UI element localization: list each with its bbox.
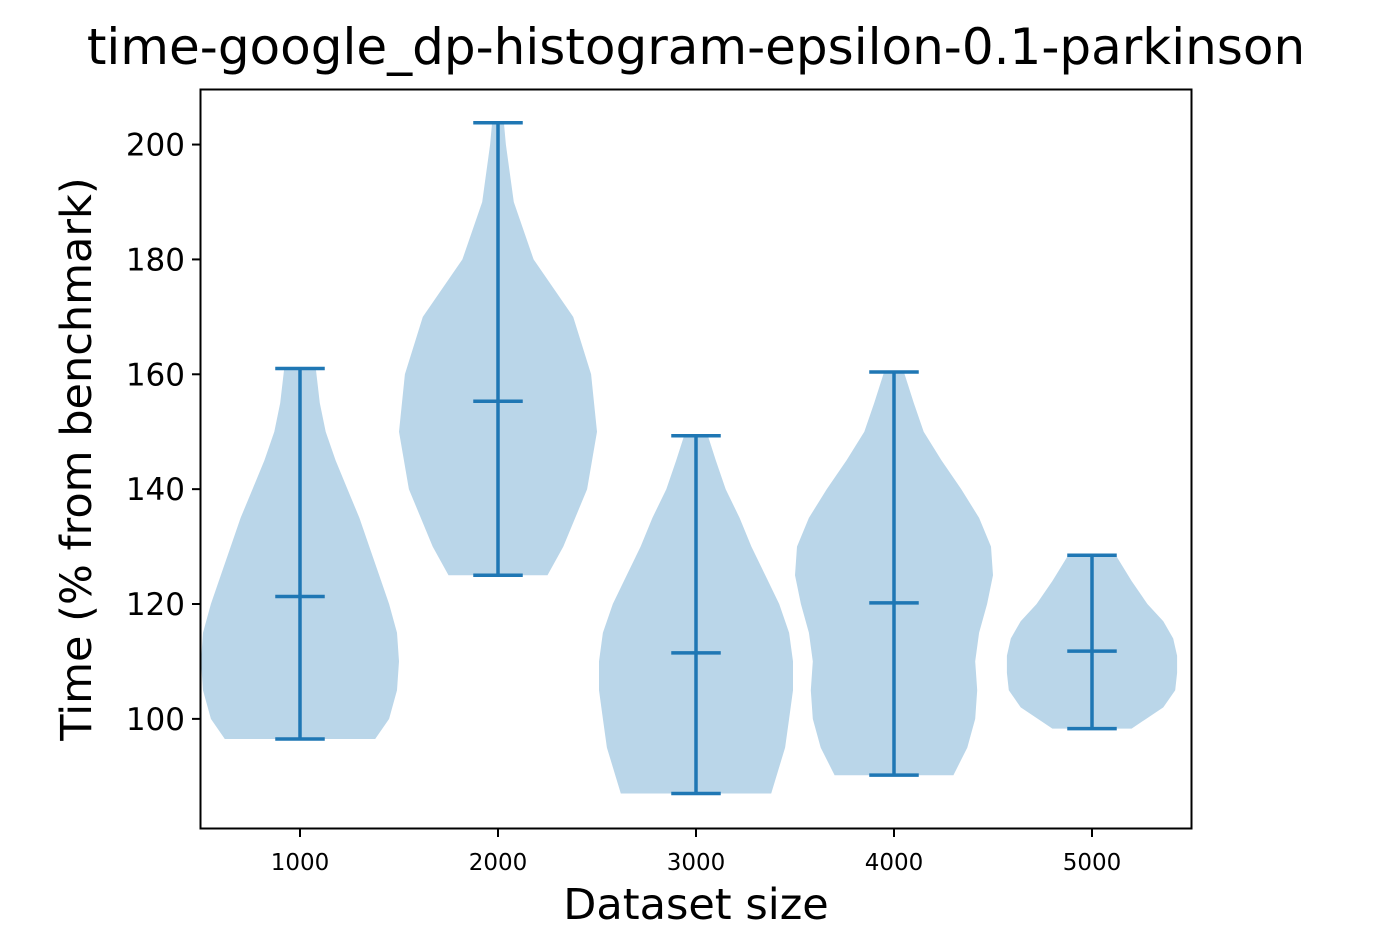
y-tick-label-200: 200: [126, 128, 185, 164]
x-tick-label-4000: 4000: [865, 850, 924, 876]
y-tick-label-180: 180: [126, 242, 185, 278]
y-axis: 100 120 140 160 180 200: [126, 128, 201, 738]
violin-2000: [399, 120, 597, 578]
x-axis-label: Dataset size: [563, 880, 828, 930]
y-tick-label-160: 160: [126, 357, 185, 393]
x-tick-label-5000: 5000: [1063, 850, 1122, 876]
x-axis: 1000 2000 3000 4000 5000: [271, 828, 1122, 876]
x-tick-label-1000: 1000: [271, 850, 330, 876]
y-tick-label-140: 140: [126, 472, 185, 508]
y-tick-label-100: 100: [126, 702, 185, 738]
violin-group: [201, 120, 1178, 796]
x-tick-label-2000: 2000: [469, 850, 528, 876]
violin-5000: [1006, 553, 1178, 731]
violin-1000: [201, 366, 399, 741]
violin-4000: [795, 370, 993, 777]
violin-3000: [599, 433, 793, 796]
chart-title: time-google_dp-histogram-epsilon-0.1-par…: [87, 18, 1305, 76]
y-tick-label-120: 120: [126, 587, 185, 623]
x-tick-label-3000: 3000: [667, 850, 726, 876]
y-axis-label: Time (% from benchmark): [52, 177, 102, 741]
